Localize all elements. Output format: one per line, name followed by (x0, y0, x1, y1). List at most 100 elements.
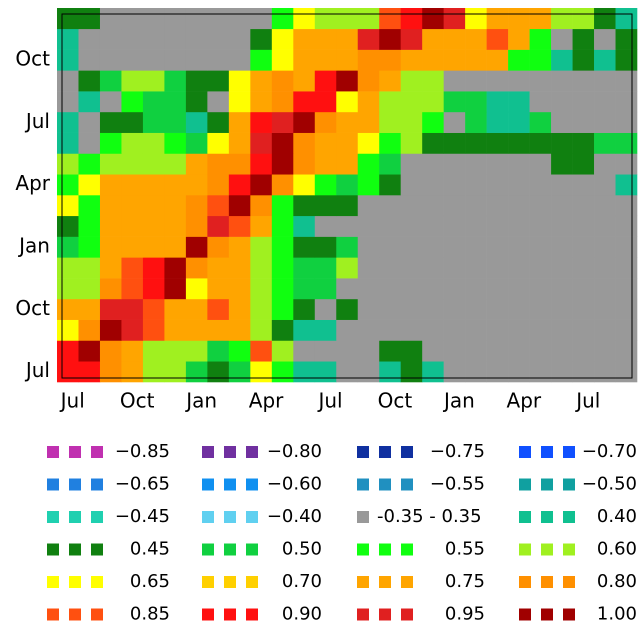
heat-cell (314, 28, 337, 50)
heat-cell (78, 91, 101, 113)
heat-cell (293, 49, 316, 71)
legend-swatch (563, 478, 575, 491)
heat-cell (185, 91, 208, 113)
heat-cell (443, 132, 466, 154)
heat-cell (228, 8, 251, 30)
heat-cell (615, 174, 638, 196)
heat-cell (164, 195, 187, 217)
heat-cell (443, 236, 466, 258)
heat-cell (164, 257, 187, 279)
heat-cell (529, 49, 552, 71)
heat-cell (293, 153, 316, 175)
heat-cell (400, 278, 423, 300)
heat-cell (422, 111, 444, 133)
heat-cell (99, 278, 122, 300)
heat-cell (357, 236, 380, 258)
heat-cell (594, 236, 616, 258)
heat-cell (228, 70, 251, 92)
heat-cell (271, 257, 294, 279)
heat-cell (185, 361, 208, 383)
heat-cell (271, 195, 294, 217)
heat-cell (508, 28, 530, 50)
heat-cell (99, 8, 122, 30)
heat-cell (379, 340, 402, 362)
heat-cell (400, 319, 423, 341)
heat-cell (78, 132, 101, 154)
heat-cell (615, 236, 638, 258)
heat-cell (164, 132, 187, 154)
heat-cell (121, 28, 144, 50)
heat-cell (508, 278, 530, 300)
y-tick-label: Oct (15, 46, 50, 70)
legend-label: 0.75 (445, 571, 485, 592)
heat-cell (207, 319, 230, 341)
x-tick-label: Oct (120, 389, 155, 413)
heat-cell (443, 319, 466, 341)
heat-cell (207, 236, 230, 258)
heat-cell (57, 195, 79, 217)
heat-cell (314, 153, 337, 175)
heat-cell (443, 49, 466, 71)
heat-cell (121, 319, 144, 341)
heat-cell (99, 361, 122, 383)
heat-cell (379, 70, 402, 92)
legend-swatch (379, 543, 391, 556)
heat-cell (164, 174, 187, 196)
heat-cell (615, 28, 638, 50)
heat-cell (594, 91, 616, 113)
heat-cell (99, 298, 122, 320)
legend-swatch (379, 446, 391, 458)
heat-cell (357, 215, 380, 237)
heat-cell (250, 49, 273, 71)
heat-cell (486, 8, 509, 30)
heat-cell (443, 257, 466, 279)
heat-cell (379, 319, 402, 341)
heat-cell (57, 153, 79, 175)
heat-cell (121, 195, 144, 217)
heat-cell (551, 70, 573, 92)
heat-cell (57, 298, 79, 320)
heat-cell (142, 195, 165, 217)
legend-swatch (563, 446, 575, 458)
heat-cell (228, 215, 251, 237)
legend-swatch (91, 478, 103, 491)
heat-cell (529, 361, 552, 383)
legend-label: 0.60 (597, 539, 637, 560)
heat-cell (121, 153, 144, 175)
heat-cell (508, 361, 530, 383)
heat-cell (271, 340, 294, 362)
heat-cell (529, 298, 552, 320)
heat-cell (400, 132, 423, 154)
legend-swatch (224, 543, 236, 556)
heat-cell (57, 91, 79, 113)
heat-cell (293, 215, 316, 237)
legend-swatch (401, 543, 413, 556)
heat-cell (529, 28, 552, 50)
heat-cell (185, 28, 208, 50)
heat-cell (314, 174, 337, 196)
heat-cell (486, 278, 509, 300)
legend-swatch (519, 608, 531, 621)
heat-cell (422, 195, 444, 217)
legend-swatch (379, 576, 391, 588)
heat-cell (185, 8, 208, 30)
legend-swatch (246, 478, 258, 491)
heat-cell (314, 319, 337, 341)
heat-cell (142, 111, 165, 133)
heat-cell (529, 340, 552, 362)
heat-cell (422, 174, 444, 196)
heat-cell (250, 8, 273, 30)
heat-cell (379, 236, 402, 258)
heat-cell (443, 174, 466, 196)
legend-label: 0.45 (130, 539, 170, 560)
heat-cell (357, 28, 380, 50)
heat-cell (121, 91, 144, 113)
heat-cell (314, 91, 337, 113)
heat-cell (271, 70, 294, 92)
heat-cell (142, 70, 165, 92)
heat-cell (164, 70, 187, 92)
heat-cell (142, 174, 165, 196)
heat-cell (336, 319, 359, 341)
heat-cell (99, 153, 122, 175)
heat-cell (465, 70, 487, 92)
